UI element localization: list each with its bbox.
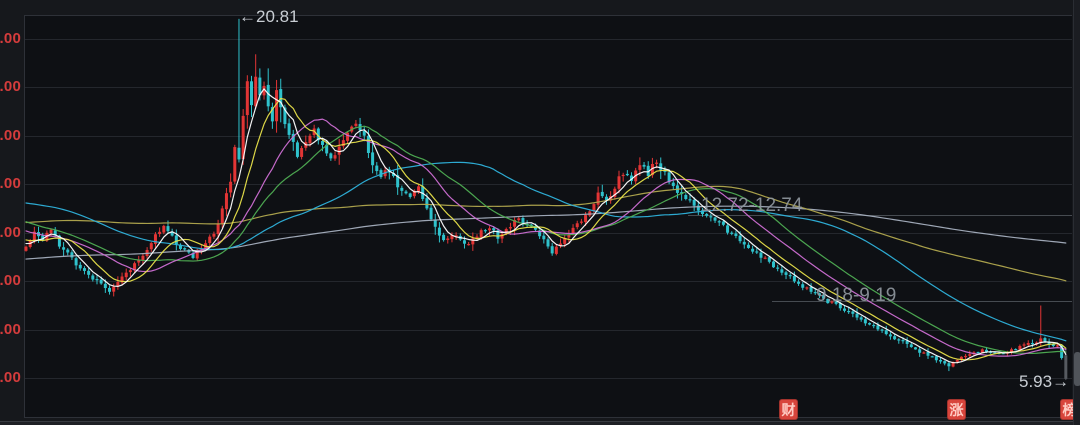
- gap-level-annotation-1: 12.72-12.74: [701, 195, 803, 216]
- high-price-annotation: ←20.81: [239, 7, 299, 26]
- y-axis-label: 14.00: [0, 175, 21, 193]
- badge-zhang-icon[interactable]: 涨: [947, 399, 966, 420]
- y-axis-label: 6.00: [0, 369, 21, 387]
- y-axis-label: 8.00: [0, 320, 21, 338]
- y-axis-label: 12.00: [0, 223, 21, 241]
- gap-level-annotation-2: 9.18-9.19: [816, 285, 897, 306]
- y-axis-label: 16.00: [0, 126, 21, 144]
- low-price-annotation: 5.93→: [1019, 372, 1070, 391]
- y-axis-label: 18.00: [0, 78, 21, 96]
- y-axis-label: 20.00: [0, 29, 21, 47]
- scrollbar-track[interactable]: [1073, 0, 1080, 425]
- y-axis-label: 10.00: [0, 272, 21, 290]
- scrollbar-thumb[interactable]: [1074, 352, 1080, 386]
- badge-cai-icon[interactable]: 财: [779, 399, 798, 420]
